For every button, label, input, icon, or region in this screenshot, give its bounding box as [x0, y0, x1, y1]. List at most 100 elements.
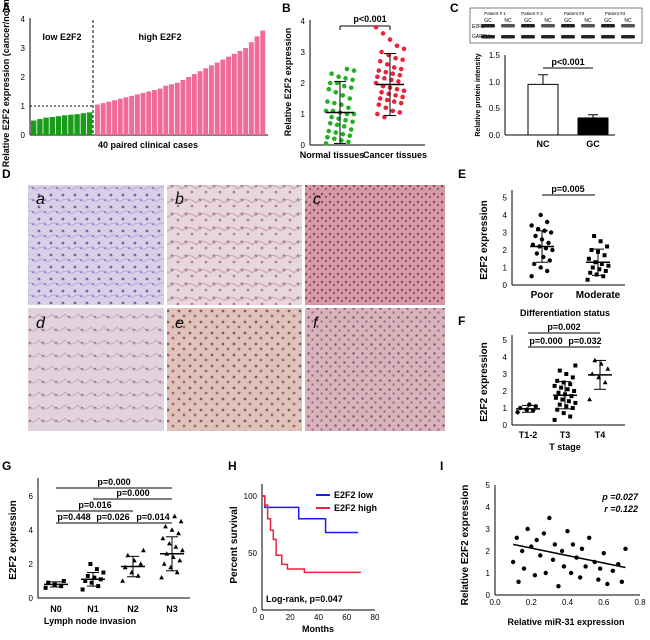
ytick: 3 [486, 525, 491, 534]
point [605, 581, 610, 587]
panel-b-pvalue: p<0.001 [353, 14, 386, 24]
panel-f-ylabel: E2F2 expression [479, 342, 490, 421]
bar-high [203, 68, 209, 135]
panel-c-ytick-2: 1.0 [489, 78, 501, 87]
panel-e-pvalue: p=0.005 [551, 184, 584, 194]
bar-high [95, 104, 100, 135]
point [606, 263, 611, 268]
point [568, 570, 574, 576]
point [619, 579, 625, 584]
point [532, 573, 538, 578]
point [529, 274, 534, 279]
panel-f-pvalue-3: p=0.032 [568, 336, 601, 346]
panel-c: C Patient # 1 Patient # 2 Patient #3 Pat… [450, 1, 643, 149]
ytick: 2 [503, 387, 508, 396]
point [173, 544, 179, 549]
point [546, 240, 551, 246]
ytick: 4 [486, 503, 491, 512]
panel-f-pvalue-2: p=0.000 [529, 336, 562, 346]
panel-c-xtick-gc: GC [586, 139, 600, 149]
xtick: 0.0 [489, 598, 501, 607]
point-cancer [377, 96, 383, 101]
band-gapdh [481, 35, 495, 39]
histology-tile-c [305, 185, 445, 305]
point [525, 526, 530, 532]
point [89, 580, 94, 585]
point [176, 530, 181, 536]
panel-g-label: G [2, 459, 11, 473]
bar-high [140, 92, 146, 135]
point [516, 579, 521, 584]
panel-b-xtick-normal: Normal tissues [300, 150, 365, 160]
panel-f-pvalue-1: p=0.002 [547, 322, 580, 332]
point-cancer [375, 111, 380, 117]
point [159, 575, 164, 580]
point [589, 248, 594, 252]
point [585, 277, 590, 282]
point [601, 551, 606, 556]
panel-a-high-label: high E2F2 [138, 32, 181, 42]
point [178, 518, 184, 524]
point-normal [325, 134, 330, 140]
point-normal [351, 68, 357, 73]
point-cancer [384, 62, 390, 67]
bar-high [243, 48, 249, 135]
band-e2f2 [581, 24, 595, 28]
panel-g-pvalue-3: p=0.016 [78, 500, 111, 510]
point-normal [326, 86, 332, 92]
point [556, 584, 561, 589]
point [515, 410, 520, 415]
bar-low [49, 117, 55, 135]
point [561, 564, 567, 569]
bar-high [112, 100, 117, 135]
point [174, 569, 180, 575]
panel-i-rvalue: r =0.122 [604, 504, 638, 514]
point-normal [327, 80, 333, 86]
histology-tile-f [305, 308, 445, 431]
point [545, 219, 550, 225]
tile-f-label: f [313, 315, 319, 332]
lane-label: NC [544, 18, 552, 24]
point-cancer [375, 74, 380, 80]
point [120, 578, 125, 583]
panel-b-label: B [282, 1, 291, 15]
ytick: 4 [503, 211, 508, 220]
panel-g-pvalue-5: p=0.026 [96, 512, 129, 522]
band-gapdh [581, 35, 595, 39]
point [602, 379, 608, 385]
point [550, 247, 555, 253]
point [599, 262, 604, 266]
panel-i-points [510, 515, 628, 589]
point-normal [348, 127, 354, 132]
panel-i: I 0 1 2 3 4 5 0.0 0.2 0.4 0.6 0.8 Relative E2F2 e… [440, 459, 646, 627]
survival-curve [262, 495, 359, 534]
bar-high [226, 56, 231, 136]
panel-g-xlabel: Lymph node invasion [44, 616, 136, 626]
point-cancer [401, 88, 407, 94]
panel-g-ylabel: E2F2 expression [8, 500, 19, 579]
xtick: 0.2 [526, 598, 538, 607]
ytick: 3 [503, 229, 508, 238]
ytick: 5 [503, 336, 508, 345]
panel-f-label: F [458, 314, 465, 328]
panel-h-logrank: Log-rank, p=0.047 [266, 594, 343, 604]
point-normal [334, 122, 340, 128]
panel-f: F Differentiation status 0 1 2 3 4 5 E2F2 exp… [458, 308, 625, 452]
panel-i-yticks: 0 1 2 3 4 5 [486, 481, 491, 600]
point [514, 535, 519, 540]
ytick: 4 [29, 526, 34, 535]
bar-high [254, 36, 260, 135]
point-normal [350, 119, 355, 125]
panel-c-xtick-nc: NC [537, 139, 550, 149]
point [529, 223, 534, 228]
panel-i-label: I [440, 459, 443, 473]
lane-label: GC [524, 18, 532, 24]
ytick: 0 [503, 281, 508, 290]
point [532, 261, 537, 267]
point [533, 404, 538, 409]
point [587, 535, 592, 540]
point [597, 566, 603, 571]
panel-b-ytick-2: 2 [301, 79, 306, 88]
band-gapdh [541, 35, 555, 39]
xtick: 0 [260, 613, 265, 622]
